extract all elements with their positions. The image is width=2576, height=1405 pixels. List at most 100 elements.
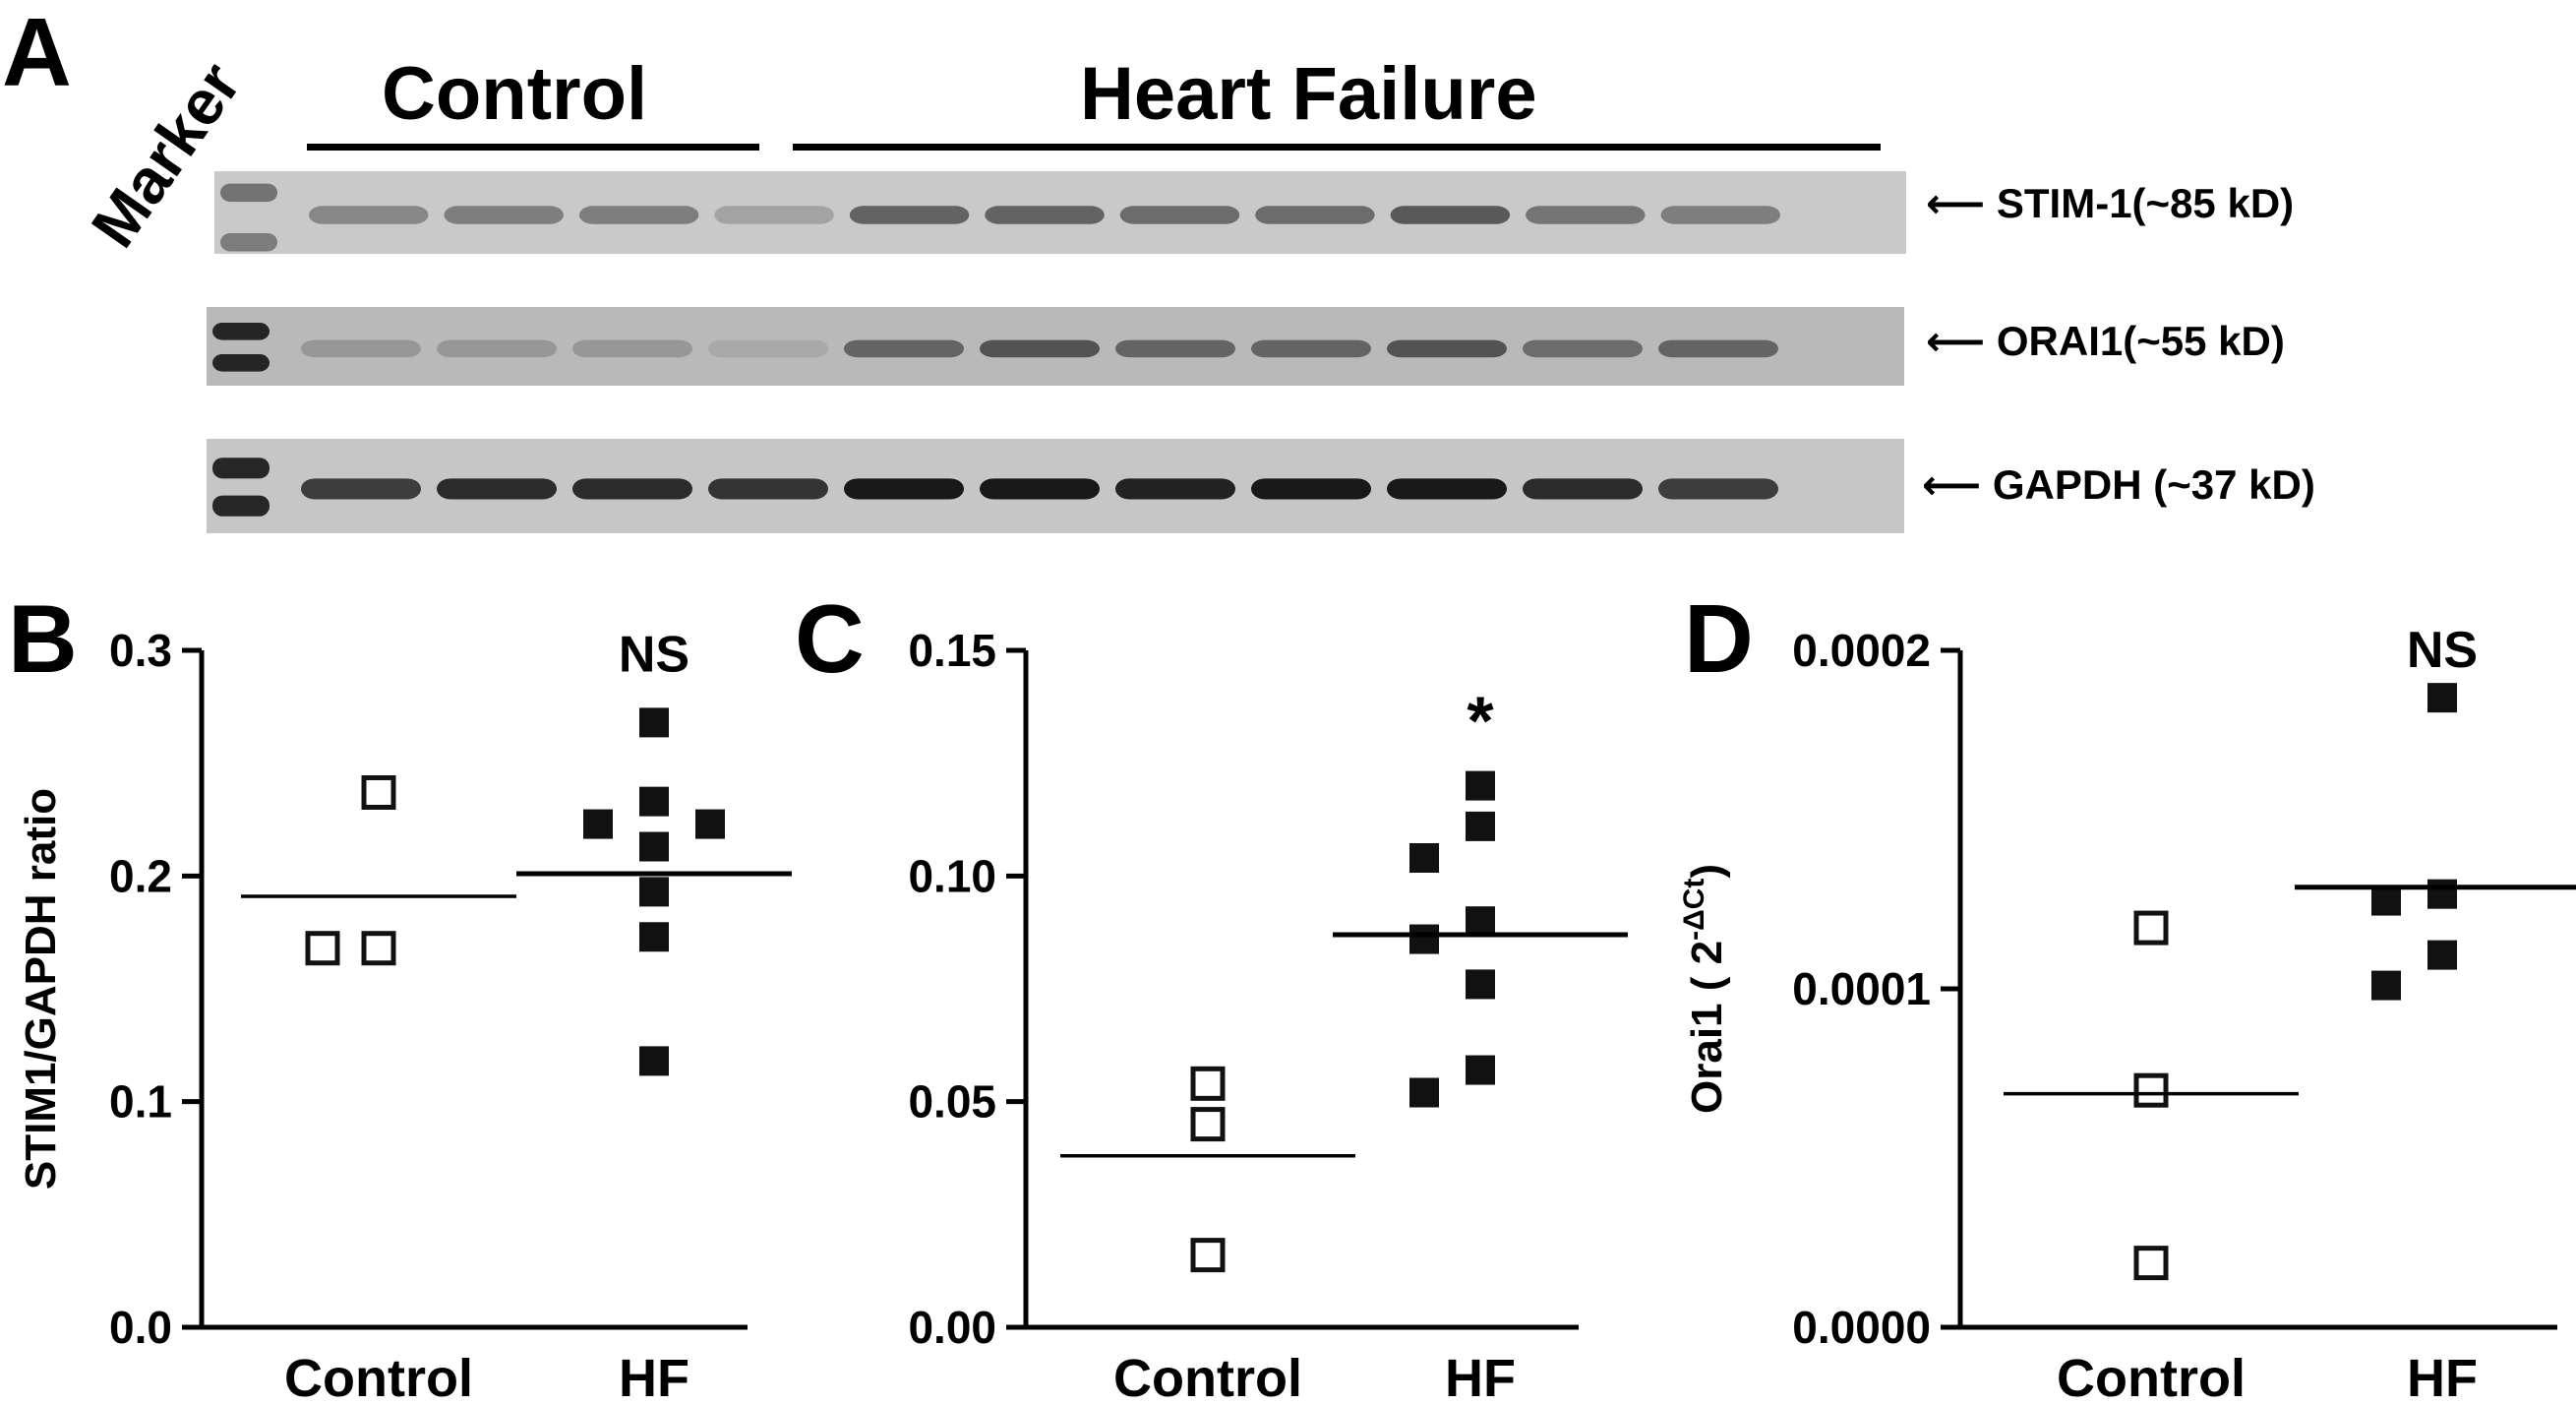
y-tick-label: 0.00 xyxy=(908,1302,996,1353)
data-point-control xyxy=(1190,1066,1226,1101)
y-tick-label: 0.3 xyxy=(109,625,172,676)
blot-band xyxy=(714,206,834,224)
blot-band xyxy=(844,478,964,500)
group-bracket-heart-failure xyxy=(793,144,1881,151)
blot-band xyxy=(980,478,1100,500)
blot-marker-band xyxy=(212,458,270,479)
data-point-control xyxy=(2133,1072,2169,1108)
blot-band xyxy=(1255,206,1375,224)
blot-band xyxy=(708,478,828,500)
chart-panel-b: B 0.0 0.1 0.2 0.3 Control HF STIM1/GAPDH ratio N… xyxy=(8,584,792,1405)
blot-band xyxy=(444,206,564,224)
y-tick-label: 0.1 xyxy=(109,1076,172,1128)
data-point-hf xyxy=(639,786,669,817)
data-point-hf xyxy=(695,809,725,839)
x-tick-label: HF xyxy=(1445,1349,1516,1405)
blot-band xyxy=(1115,339,1235,358)
data-point-control xyxy=(1190,1107,1226,1142)
blot-band xyxy=(1251,478,1371,500)
y-tick-label: 0.0 xyxy=(109,1302,172,1353)
blot-band xyxy=(1523,339,1643,358)
blot-band xyxy=(437,478,557,500)
data-point-hf xyxy=(583,809,613,839)
data-point-control xyxy=(2133,910,2169,946)
data-point-hf xyxy=(2427,683,2457,713)
data-point-hf xyxy=(639,831,669,862)
blot-band xyxy=(1660,206,1780,224)
x-tick-label: Control xyxy=(284,1349,473,1405)
blot-band xyxy=(1251,339,1371,358)
significance-label: * xyxy=(1467,683,1494,760)
band-label-stim1-text: STIM-1(~85 kD) xyxy=(1996,180,2295,226)
blot-band xyxy=(578,206,699,224)
significance-label: NS xyxy=(2407,622,2478,679)
blot-band xyxy=(1390,206,1511,224)
blot-band xyxy=(301,339,421,358)
x-tick-label: Control xyxy=(2057,1349,2246,1405)
blot-marker-band xyxy=(212,354,270,372)
y-tick-label: 0.2 xyxy=(109,850,172,901)
arrow-left-icon: ⟵ xyxy=(1922,461,1982,508)
arrow-left-icon: ⟵ xyxy=(1926,318,1986,364)
panel-letter: D xyxy=(1684,584,1754,693)
arrow-left-icon: ⟵ xyxy=(1926,180,1986,226)
data-point-hf xyxy=(2427,879,2457,909)
blot-marker-band xyxy=(220,233,277,252)
blot-band xyxy=(1523,478,1643,500)
data-point-hf xyxy=(639,922,669,952)
y-axis-label: Orai1 ( 2-ΔCt) xyxy=(1678,864,1731,1114)
blot-marker-band xyxy=(212,495,270,517)
blot-band xyxy=(572,339,692,358)
y-tick-label: 0.0002 xyxy=(1792,625,1931,676)
x-tick-label: HF xyxy=(619,1349,689,1405)
blot-band xyxy=(1119,206,1240,224)
data-point-control xyxy=(361,774,396,810)
significance-label: NS xyxy=(619,626,689,683)
chart-panel-c: C 0.00 0.05 0.10 0.15 Control HF * xyxy=(795,584,1628,1405)
data-point-hf xyxy=(2371,970,2401,1001)
panel-letter: C xyxy=(795,584,865,693)
data-point-control xyxy=(2133,1246,2169,1281)
blot-band xyxy=(437,339,557,358)
blot-bands-gapdh xyxy=(212,458,1778,517)
y-axis-label: STIM1/GAPDH ratio xyxy=(17,788,65,1190)
blot-band xyxy=(572,478,692,500)
data-point-hf xyxy=(2427,940,2457,970)
band-label-stim1: ⟵ STIM-1(~85 kD) xyxy=(1926,183,2294,224)
group-label-heart-failure: Heart Failure xyxy=(1080,52,1537,136)
blot-band xyxy=(301,478,421,500)
data-point-hf xyxy=(1466,811,1495,841)
blot-band xyxy=(309,206,429,224)
y-tick-label: 0.10 xyxy=(908,850,996,901)
blot-marker-band xyxy=(220,183,277,203)
panel-letter-a: A xyxy=(2,0,72,106)
blot-bands-orai1 xyxy=(212,323,1778,372)
blot-marker-band xyxy=(212,323,270,340)
band-label-gapdh: ⟵ GAPDH (~37 kD) xyxy=(1922,464,2315,506)
y-tick-label: 0.0000 xyxy=(1792,1302,1931,1353)
chart-panel-d: D 0.0000 0.0001 0.0002 Control HF Orai1 ( 2-ΔC… xyxy=(1678,584,2576,1405)
blot-band xyxy=(1387,339,1507,358)
data-point-hf xyxy=(2371,886,2401,916)
group-bracket-control xyxy=(307,144,759,151)
data-point-hf xyxy=(1409,1077,1439,1108)
blot-strip-gapdh xyxy=(207,439,1904,533)
x-tick-label: HF xyxy=(2407,1349,2478,1405)
data-point-hf xyxy=(1466,770,1495,801)
data-point-control xyxy=(305,931,340,966)
y-tick-label: 0.15 xyxy=(908,625,996,676)
y-tick-label: 0.05 xyxy=(908,1076,996,1128)
blot-band xyxy=(980,339,1100,358)
data-point-hf xyxy=(1466,969,1495,1000)
blot-band xyxy=(849,206,970,224)
band-label-orai1-text: ORAI1(~55 kD) xyxy=(1996,318,2285,364)
blot-strip-stim1 xyxy=(214,171,1906,254)
data-point-hf xyxy=(639,707,669,738)
group-label-control: Control xyxy=(382,52,648,136)
data-point-hf xyxy=(1466,1055,1495,1085)
y-tick-label: 0.0001 xyxy=(1792,963,1931,1014)
blot-band xyxy=(708,339,828,358)
blot-band xyxy=(1658,339,1778,358)
data-point-hf xyxy=(1409,924,1439,954)
